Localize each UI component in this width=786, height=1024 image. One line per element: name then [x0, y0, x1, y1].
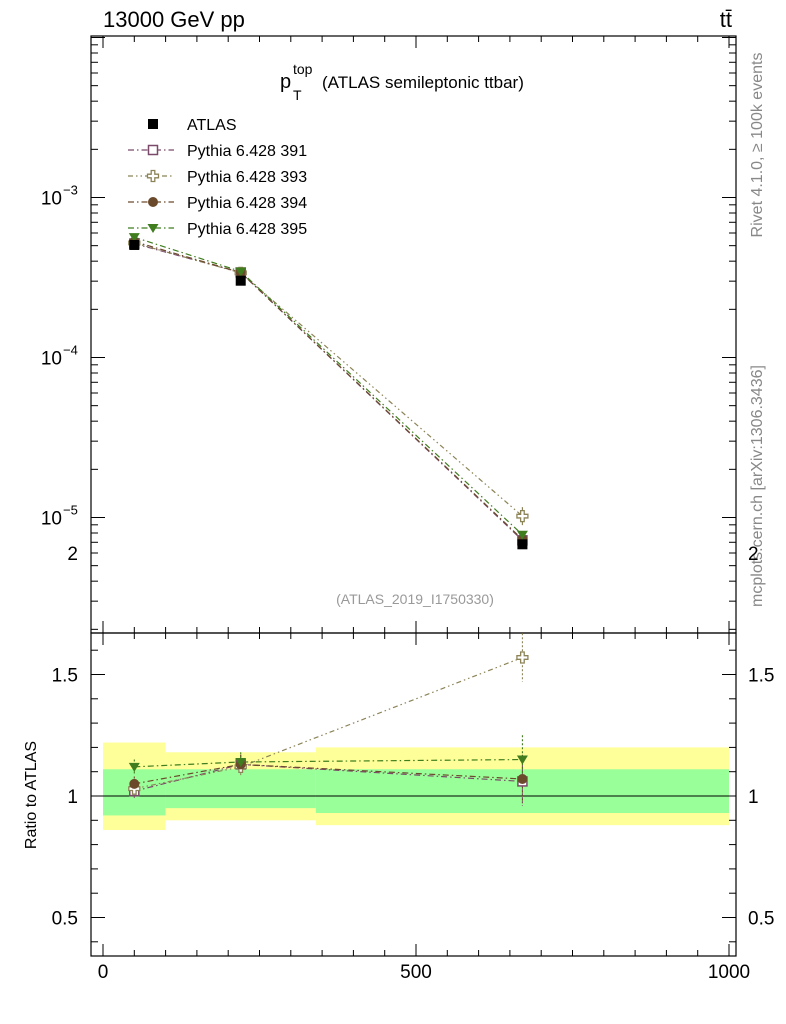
main-y-tick-label-base: 10 — [41, 189, 62, 210]
ratio-y-tick-label-left: 1.5 — [52, 666, 78, 687]
main-y-tick-label-base: 10 — [41, 349, 62, 370]
ratio-y-tick-label-right: 2 — [748, 544, 759, 565]
main-ticks — [91, 36, 736, 633]
x-tick-label: 0 — [98, 962, 109, 983]
title-sub: T — [293, 87, 302, 103]
legend-label-p393: Pythia 6.428 393 — [187, 169, 307, 186]
x-tick-label: 500 — [400, 962, 432, 983]
main-y-tick-label: 10 −3 — [41, 183, 78, 210]
legend-label-p395: Pythia 6.428 395 — [187, 221, 307, 238]
series-line-p393 — [134, 242, 523, 517]
main-y-tick-label-exponent: −3 — [63, 183, 78, 198]
main-y-tick-label-base: 10 — [41, 509, 62, 530]
ratio-plot-panel: 2 2 1.5 1.5 1 1 0.5 0.5 0 500 1000 Ratio to ATLAS — [23, 544, 774, 983]
data-point-atlas — [517, 539, 528, 550]
plot-title: p — [280, 71, 291, 93]
ratio-line-p393 — [134, 656, 523, 790]
rivet-label: Rivet 4.1.0, ≥ 100k events — [749, 53, 766, 238]
legend-label-atlas: ATLAS — [187, 117, 237, 134]
main-y-tick-label-exponent: −4 — [63, 343, 78, 358]
main-y-tick-labels: 10−310−410−5 — [41, 183, 78, 530]
ratio-ticks — [91, 633, 736, 956]
ratio-y-tick-labels: 2 2 1.5 1.5 1 1 0.5 0.5 — [52, 544, 775, 930]
legend-label-p394: Pythia 6.428 394 — [187, 195, 307, 212]
legend-marker-atlas — [148, 119, 158, 129]
ratio-point-p395 — [128, 762, 140, 772]
data-point-atlas — [129, 239, 140, 250]
ratio-y-tick-label-right: 1 — [748, 787, 759, 808]
analysis-label: (ATLAS_2019_I1750330) — [336, 591, 494, 607]
x-tick-labels: 0 500 1000 — [98, 962, 750, 983]
data-point-p393 — [516, 509, 529, 523]
data-point-p395 — [128, 233, 140, 243]
ratio-series-markers — [128, 651, 529, 797]
data-point-atlas — [235, 275, 246, 286]
ratio-point-p395 — [516, 755, 528, 765]
header-right: tt̄ — [720, 7, 732, 32]
legend-entry-atlas: ATLAS — [148, 117, 237, 134]
legend-label-p391: Pythia 6.428 391 — [187, 143, 307, 160]
band-inner-segment — [165, 769, 316, 809]
main-y-tick-label-exponent: −5 — [63, 503, 78, 518]
legend-marker-p394 — [148, 197, 158, 207]
legend-marker-p393 — [146, 169, 160, 183]
legend-entry-p395: Pythia 6.428 395 — [128, 221, 307, 238]
ratio-y-tick-label-left: 1 — [67, 787, 78, 808]
main-series-markers — [128, 233, 529, 550]
legend: ATLAS Pythia 6.428 391 Pythia 6.428 393 Pyt… — [128, 117, 307, 238]
title-sup: top — [293, 61, 313, 77]
main-y-tick-label: 10 −4 — [41, 343, 78, 370]
legend-entry-p394: Pythia 6.428 394 — [128, 195, 307, 212]
legend-entry-p391: Pythia 6.428 391 — [128, 143, 307, 160]
header-left: 13000 GeV pp — [103, 7, 245, 32]
data-point-p395 — [516, 530, 528, 540]
main-series-lines — [134, 236, 523, 541]
ratio-point-p395 — [235, 757, 247, 767]
title-main: p — [280, 71, 291, 93]
ratio-point-p393 — [516, 651, 529, 664]
x-tick-label: 1000 — [708, 962, 750, 983]
series-line-p391 — [134, 243, 523, 541]
series-line-p394 — [134, 241, 523, 540]
ratio-plot-frame — [90, 632, 737, 957]
ratio-point-p394 — [129, 778, 140, 789]
series-line-p395 — [134, 236, 523, 536]
ratio-point-p394 — [517, 773, 528, 784]
main-y-tick-label: 10 −5 — [41, 503, 78, 530]
mcplots-label: mcplots.cern.ch [arXiv:1306.3436] — [749, 365, 766, 607]
ratio-y-tick-label-right: 0.5 — [748, 909, 774, 930]
main-plot-panel: 10−310−410−5 p top T (ATLAS semileptonic… — [41, 35, 737, 634]
ratio-y-axis-label: Ratio to ATLAS — [23, 741, 40, 849]
ratio-uncertainty-bands — [103, 742, 729, 831]
ratio-y-tick-label-right: 1.5 — [748, 666, 774, 687]
data-point-p395 — [235, 267, 247, 277]
ratio-y-tick-label-left: 0.5 — [52, 909, 78, 930]
legend-entry-p393: Pythia 6.428 393 — [128, 169, 307, 186]
title-rest: (ATLAS semileptonic ttbar) — [322, 73, 524, 92]
legend-marker-p391 — [147, 144, 159, 156]
ratio-y-tick-label-left: 2 — [67, 544, 78, 565]
legend-marker-p395 — [147, 224, 159, 233]
